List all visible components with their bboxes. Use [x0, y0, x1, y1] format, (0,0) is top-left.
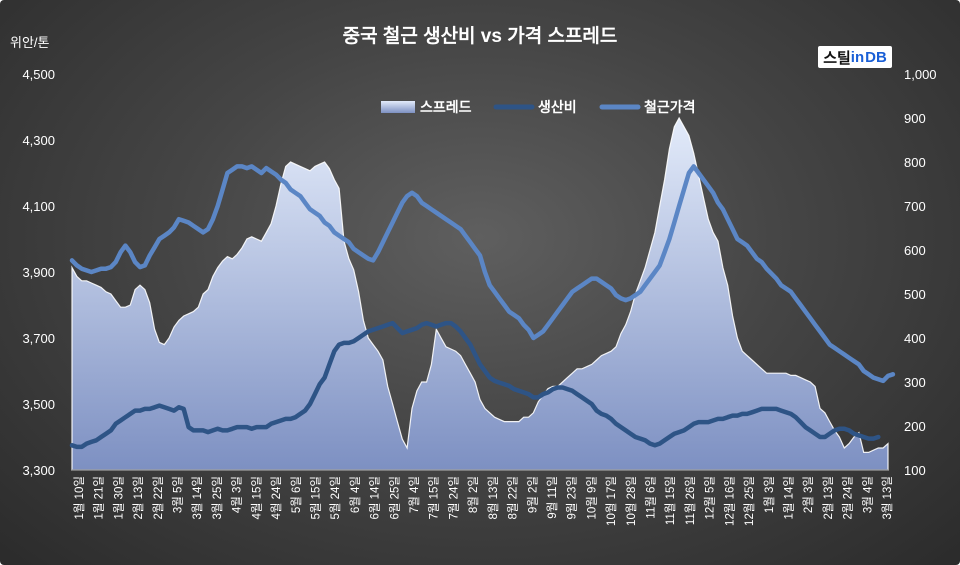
right-axis-tick-label: 300 [904, 375, 926, 390]
series-price-line [69, 164, 896, 384]
x-axis-tick-label: 7월 4일 [407, 476, 421, 513]
x-axis-tick-label: 4월 15일 [249, 476, 263, 520]
brand-logo-prefix: 스틸 [823, 49, 851, 67]
x-axis-tick-label: 1월 30일 [111, 476, 125, 520]
x-axis-tick-label: 12월 25일 [742, 476, 756, 526]
left-axis-tick-label: 3,300 [22, 463, 55, 478]
x-axis-tick-label: 7월 24일 [446, 476, 460, 520]
right-axis-tick-label: 1,000 [904, 67, 937, 82]
left-axis-tick-label: 4,300 [22, 133, 55, 148]
x-axis-tick-label: 10월 9일 [584, 476, 598, 520]
x-axis-tick-label: 4월 24일 [269, 476, 283, 520]
x-axis-tick-label: 2월 24일 [841, 476, 855, 520]
x-axis-tick-label: 3월 14일 [190, 476, 204, 520]
x-axis-tick-label: 2월 13일 [821, 476, 835, 520]
brand-logo-highlight: in [850, 48, 865, 66]
x-axis-tick-label: 12월 5일 [703, 476, 717, 520]
left-axis-tick-label: 3,700 [22, 331, 55, 346]
right-axis-tick-label: 600 [904, 243, 926, 258]
x-axis-tick-label: 10월 28일 [624, 476, 638, 526]
x-axis-tick-label: 6월 4일 [348, 476, 362, 513]
right-axis-tick-label: 500 [904, 287, 926, 302]
left-axis-tick-label: 4,500 [22, 67, 55, 82]
x-axis-tick-label: 8월 13일 [486, 476, 500, 520]
series-spread-area [71, 116, 889, 471]
plot-area: 3,300 3,500 3,700 3,900 4,100 4,300 4,500 100 20… [22, 67, 936, 526]
left-axis-tick-label: 3,500 [22, 397, 55, 412]
right-axis-tick-label: 100 [904, 463, 926, 478]
left-axis-tick-label: 3,900 [22, 265, 55, 280]
left-axis-tick-label: 4,100 [22, 199, 55, 214]
x-axis-tick-label: 9월 2일 [525, 476, 539, 513]
x-axis-tick-label: 6월 14일 [368, 476, 382, 520]
x-axis-tick-label: 5월 24일 [328, 476, 342, 520]
x-axis-tick-label: 4월 3일 [230, 476, 244, 513]
chart-title: 중국 철근 생산비 vs 가격 스프레드 [343, 25, 618, 47]
right-axis-tick-label: 800 [904, 155, 926, 170]
x-axis-tick-label: 9월 11일 [545, 476, 559, 519]
legend-label-spread: 스프레드 [420, 99, 472, 115]
right-axis-tick-label: 700 [904, 199, 926, 214]
x-axis-tick-label: 7월 15일 [427, 476, 441, 520]
brand-logo: 스틸 in DB [818, 46, 892, 68]
x-axis-tick-label: 5월 15일 [309, 476, 323, 520]
right-axis-tick-label: 900 [904, 111, 926, 126]
legend-label-cost: 생산비 [538, 99, 577, 115]
x-axis-tick-label: 1월 10일 [72, 476, 86, 520]
x-axis-tick-label: 1월 21일 [92, 476, 106, 520]
x-axis-tick-label: 3월 4일 [860, 476, 874, 513]
x-axis-tick-label: 2월 3일 [801, 476, 815, 513]
x-axis-tick-label: 1월 14일 [782, 476, 796, 520]
legend: 스프레드 생산비 철근가격 [381, 99, 696, 115]
series-cost-line [69, 320, 881, 450]
left-axis-unit-label: 위안/톤 [10, 35, 50, 50]
x-axis-tick-label: 11월 6일 [644, 476, 658, 519]
x-axis-tick-label: 3월 5일 [171, 476, 185, 513]
brand-logo-suffix: DB [865, 48, 887, 66]
x-axis-tick-label: 1월 3일 [762, 476, 776, 513]
x-axis-tick-label: 6월 25일 [387, 476, 401, 520]
right-axis-tick-label: 400 [904, 331, 926, 346]
legend-swatch-spread [381, 101, 415, 113]
right-axis-tick-label: 200 [904, 419, 926, 434]
x-axis-tick-label: 8월 22일 [506, 476, 520, 520]
x-axis-tick-label: 11월 15일 [663, 476, 677, 525]
x-axis-tick-label: 12월 16일 [722, 476, 736, 526]
legend-label-price: 철근가격 [644, 99, 696, 115]
x-axis-tick-label: 11월 26일 [683, 476, 697, 525]
x-axis-tick-label: 8월 2일 [466, 476, 480, 513]
x-axis-tick-label: 2월 13일 [131, 476, 145, 520]
x-axis-tick-label: 3월 13일 [880, 476, 894, 520]
x-axis-tick-label: 2월 22일 [151, 476, 165, 520]
x-axis-tick-label: 10월 17일 [604, 476, 618, 526]
x-axis-tick-label: 5월 6일 [289, 476, 303, 513]
x-axis-tick-label: 9월 23일 [565, 476, 579, 520]
x-axis-tick-label: 3월 25일 [210, 476, 224, 520]
